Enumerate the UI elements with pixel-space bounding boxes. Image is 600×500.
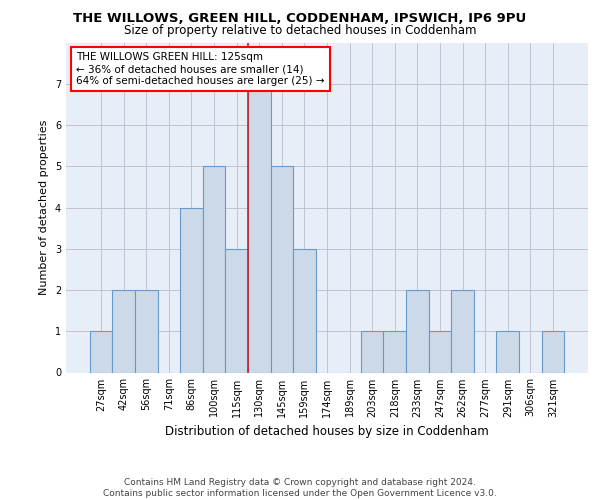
Y-axis label: Number of detached properties: Number of detached properties [40, 120, 49, 295]
Bar [271, 166, 293, 372]
Text: THE WILLOWS GREEN HILL: 125sqm
← 36% of detached houses are smaller (14)
64% of : THE WILLOWS GREEN HILL: 125sqm ← 36% of … [76, 52, 325, 86]
X-axis label: Distribution of detached houses by size in Coddenham: Distribution of detached houses by size … [165, 425, 489, 438]
Bar [226, 248, 248, 372]
Bar [542, 331, 564, 372]
Bar [180, 208, 203, 372]
Text: Contains HM Land Registry data © Crown copyright and database right 2024.
Contai: Contains HM Land Registry data © Crown c… [103, 478, 497, 498]
Text: THE WILLOWS, GREEN HILL, CODDENHAM, IPSWICH, IP6 9PU: THE WILLOWS, GREEN HILL, CODDENHAM, IPSW… [73, 12, 527, 26]
Bar [248, 84, 271, 372]
Bar [383, 331, 406, 372]
Bar [428, 331, 451, 372]
Bar [496, 331, 519, 372]
Bar [406, 290, 428, 372]
Bar [361, 331, 383, 372]
Bar [90, 331, 112, 372]
Bar [451, 290, 474, 372]
Text: Size of property relative to detached houses in Coddenham: Size of property relative to detached ho… [124, 24, 476, 37]
Bar [135, 290, 158, 372]
Bar [293, 248, 316, 372]
Bar [203, 166, 226, 372]
Bar [112, 290, 135, 372]
